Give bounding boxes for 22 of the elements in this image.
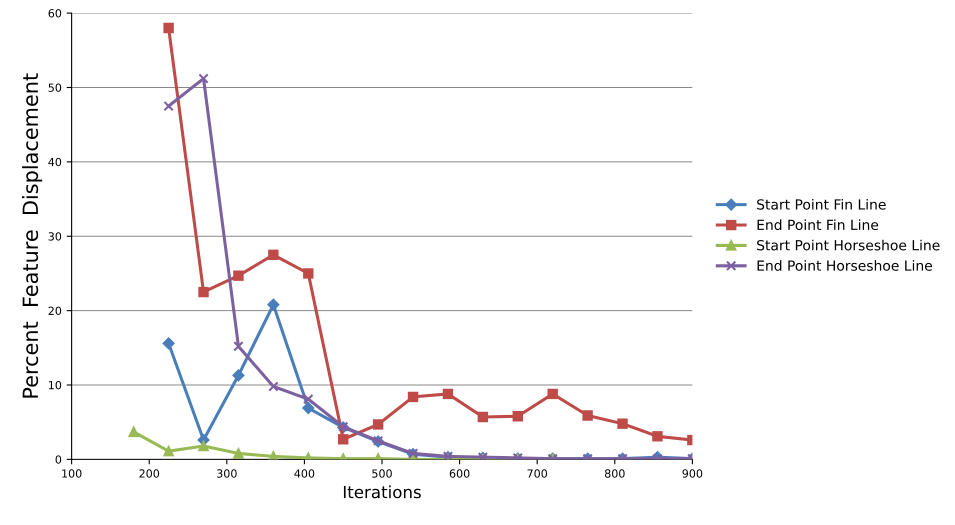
- legend-label: Start Point Fin Line: [757, 198, 886, 210]
- y-axis-title: Percent Feature Displacement: [22, 73, 42, 398]
- x-tick-label: 200: [139, 469, 160, 478]
- x-tick-label: 700: [527, 469, 548, 478]
- x-tick-label: 100: [62, 469, 82, 478]
- y-tick-label: 60: [48, 9, 62, 18]
- x-tick-label: 800: [604, 469, 625, 478]
- x-tick-label: 500: [372, 469, 392, 478]
- y-tick-label: 20: [48, 306, 62, 316]
- legend-label: End Point Fin Line: [758, 219, 878, 230]
- y-tick-label: 30: [48, 232, 62, 241]
- y-tick-label: 10: [48, 380, 62, 390]
- x-axis-title: Iterations: [344, 485, 421, 498]
- legend-label: Start Point Horseshoe Line: [757, 240, 940, 250]
- legend-label: End Point Horseshoe Line: [758, 260, 932, 271]
- x-tick-label: 900: [682, 469, 702, 478]
- y-tick-label: 40: [48, 158, 62, 166]
- x-tick-label: 600: [450, 469, 470, 478]
- y-tick-label: 0: [56, 455, 62, 464]
- x-tick-label: 400: [294, 469, 314, 478]
- x-tick-label: 300: [217, 469, 237, 478]
- y-tick-label: 50: [48, 83, 62, 92]
